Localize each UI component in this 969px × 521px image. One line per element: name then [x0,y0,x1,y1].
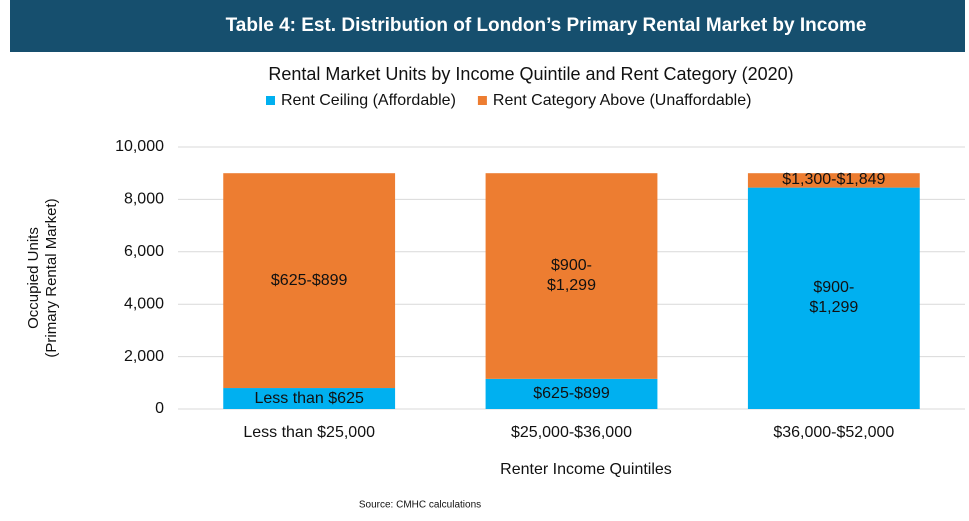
y-tick-label: 10,000 [115,138,164,155]
y-axis-label: (Primary Rental Market) [43,198,60,357]
segment-label: $625-$899 [270,271,348,289]
y-tick-label: 6,000 [124,243,164,260]
bar-segment [747,173,920,188]
segment-label: Less than $625 [254,389,364,407]
header-banner [10,0,965,52]
header-title: Table 4: Est. Distribution of London’s P… [226,15,867,36]
source: Source: CMHC calculations [359,500,481,511]
bar-segment [747,187,920,409]
segment-label: $625-$899 [533,384,610,402]
bar-segment [485,378,658,409]
x-tick-label: Less than $25,000 [243,424,375,441]
bar-segment [485,173,658,379]
bar-segment [223,388,396,409]
segment-label: $900- $1,299 [809,279,859,317]
chart-title: Rental Market Units by Income Quintile a… [268,64,793,84]
legend-label: Rent Category Above (Unaffordable) [493,92,752,109]
segment-label: $1,300-$1,849 [782,171,886,189]
y-tick-label: 4,000 [124,295,164,312]
y-tick-label: 8,000 [124,191,164,208]
bar-segment [223,173,396,389]
x-axis-label: Renter Income Quintiles [500,461,672,478]
y-axis-label: Occupied Units [25,227,42,329]
y-tick-label: 2,000 [124,348,164,365]
y-tick-label: 0 [155,400,164,417]
legend-swatch [266,96,275,105]
x-tick-label: $36,000-$52,000 [773,424,894,441]
segment-label: $900- $1,299 [547,257,596,295]
legend-swatch [477,96,487,105]
x-tick-label: $25,000-$36,000 [511,424,632,441]
legend-label: Rent Ceiling (Affordable) [281,92,456,109]
